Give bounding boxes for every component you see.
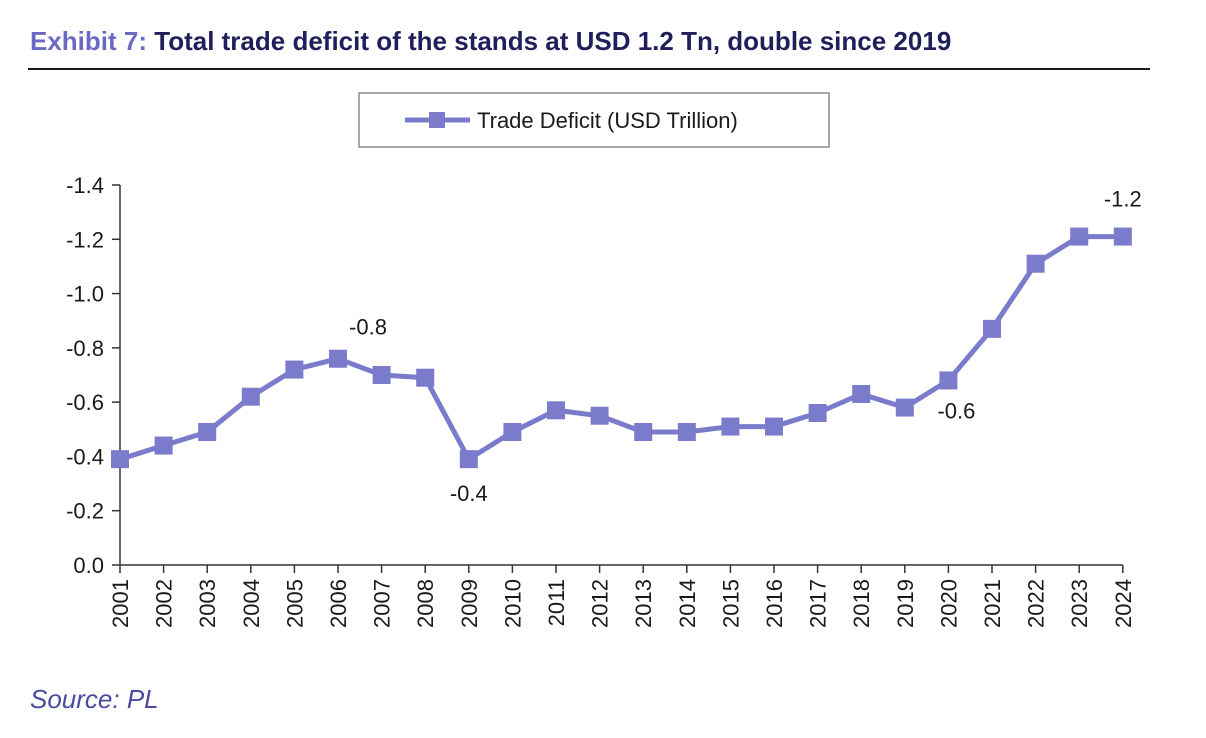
data-point — [765, 417, 783, 436]
data-label: -0.4 — [450, 481, 488, 506]
x-tick-label: 2023 — [1067, 579, 1092, 628]
chart-title: Exhibit 7: Total trade deficit of the st… — [30, 26, 951, 57]
chart-title-text: Total trade deficit of the stands at USD… — [154, 26, 952, 56]
data-point — [939, 371, 958, 390]
data-label: -0.6 — [937, 398, 975, 423]
x-tick-label: 2015 — [718, 579, 743, 628]
x-tick-label: 2010 — [500, 579, 525, 628]
y-tick-label: -1.4 — [66, 173, 104, 198]
data-point — [590, 406, 609, 425]
data-point — [1113, 227, 1132, 246]
x-tick-label: 2021 — [980, 579, 1005, 628]
data-point — [416, 368, 435, 387]
data-point — [677, 423, 696, 441]
x-tick-label: 2018 — [849, 579, 874, 628]
x-tick-label: 2003 — [195, 579, 220, 628]
data-label: -0.8 — [349, 315, 387, 340]
series-line — [119, 234, 1123, 462]
exhibit-label: Exhibit 7: — [30, 26, 148, 56]
data-point — [983, 319, 1001, 338]
x-tick-label: 2008 — [413, 579, 438, 628]
x-tick-label: 2007 — [370, 579, 395, 628]
x-tick-label: 2016 — [762, 579, 787, 628]
y-tick-label: -1.2 — [66, 227, 104, 252]
y-tick-label: -0.8 — [66, 336, 104, 361]
source-note: Source: PL — [30, 684, 159, 714]
x-tick-label: 2009 — [457, 579, 482, 628]
data-label: -1.2 — [1104, 187, 1142, 212]
data-point — [503, 423, 522, 441]
y-tick-label: 0.0 — [73, 553, 104, 578]
x-tick-label: 2020 — [936, 579, 961, 628]
x-tick-label: 2024 — [1111, 579, 1136, 628]
y-tick-label: -0.6 — [66, 390, 104, 415]
legend-marker — [429, 112, 445, 128]
x-tick-label: 2019 — [893, 579, 918, 628]
data-point — [547, 401, 565, 420]
data-point — [285, 360, 304, 379]
y-tick-label: -0.2 — [66, 499, 104, 524]
series-group — [111, 227, 1132, 469]
data-point — [241, 387, 260, 406]
y-tick-label: -0.4 — [66, 444, 104, 469]
data-point — [634, 423, 653, 441]
x-tick-label: 2001 — [108, 579, 133, 628]
title-divider — [28, 68, 1150, 70]
data-point — [329, 349, 347, 368]
data-point — [111, 450, 129, 469]
legend: Trade Deficit (USD Trillion) — [358, 92, 830, 148]
x-tick-label: 2011 — [544, 579, 569, 626]
x-tick-label: 2017 — [806, 579, 831, 628]
x-tick-label: 2014 — [675, 579, 700, 628]
axes: 0.0 -0.2 -0.4 -0.6 -0.8 -1.0 -1.2 -1.4 2001 2002 2… — [66, 173, 1136, 628]
y-tick-label: -1.0 — [66, 282, 104, 307]
data-point — [852, 385, 871, 403]
data-labels: -0.8 -0.4 -0.6 -1.2 — [349, 187, 1142, 507]
legend-entry: Trade Deficit (USD Trillion) — [477, 108, 738, 133]
x-tick-label: 2012 — [588, 579, 613, 628]
data-point — [198, 423, 217, 441]
data-point — [721, 417, 740, 436]
data-point — [1070, 227, 1089, 246]
data-point — [459, 450, 478, 469]
x-tick-label: 2005 — [282, 579, 307, 628]
data-point — [1026, 254, 1045, 273]
data-point — [808, 404, 827, 422]
x-tick-label: 2002 — [152, 579, 177, 628]
data-point — [895, 398, 914, 417]
x-tick-label: 2022 — [1024, 579, 1049, 628]
data-point — [154, 436, 173, 455]
data-point — [372, 366, 391, 384]
x-tick-label: 2013 — [631, 579, 656, 628]
x-tick-label: 2004 — [239, 579, 264, 628]
x-tick-label: 2006 — [326, 579, 351, 628]
